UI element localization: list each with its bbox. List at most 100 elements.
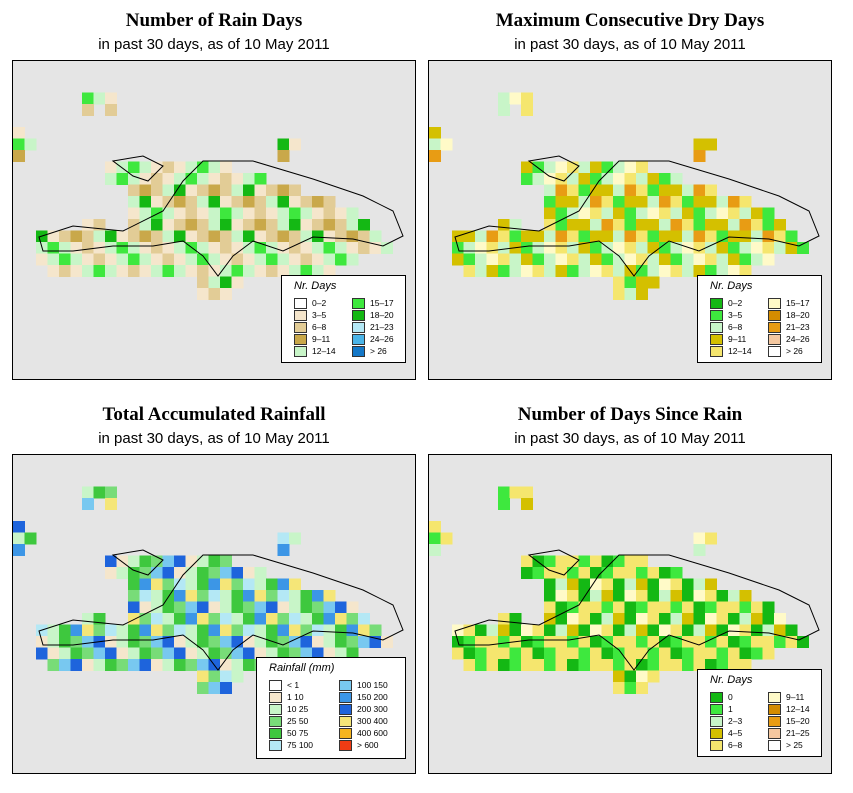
grid-cell: [82, 104, 94, 116]
legend-label: 25 50: [287, 716, 309, 726]
grid-cell: [59, 253, 71, 266]
grid-cell: [231, 173, 244, 185]
grid-cell: [555, 242, 568, 254]
grid-cell: [266, 230, 278, 243]
legend-swatch: [710, 322, 723, 333]
grid-cell: [463, 647, 476, 660]
grid-cell: [220, 659, 232, 671]
grid-cell: [728, 230, 740, 243]
grid-cell: [220, 555, 232, 568]
grid-cell: [636, 219, 648, 231]
grid-cell: [82, 230, 94, 243]
grid-cell: [208, 173, 221, 185]
grid-cell: [670, 230, 683, 243]
grid-cell: [197, 161, 209, 174]
grid-cell: [128, 578, 140, 591]
grid-cell: [162, 219, 175, 231]
grid-cell: [231, 647, 244, 660]
grid-cell: [59, 242, 71, 254]
grid-cell: [509, 92, 522, 105]
legend-label: 3–5: [728, 310, 743, 320]
grid-cell: [567, 647, 579, 660]
grid-cell: [208, 647, 221, 660]
grid-cell: [139, 265, 152, 277]
grid-cell: [647, 173, 660, 185]
grid-cell: [590, 265, 602, 277]
map-max-dry-days: Nr. Days 0–2 3–5 6–8 9–11 12–14 15–17 18–20 21–…: [428, 60, 832, 380]
grid-cell: [93, 253, 106, 266]
grid-cell: [509, 624, 522, 637]
grid-cell: [197, 265, 209, 277]
grid-cell: [613, 555, 625, 568]
grid-cell: [185, 624, 198, 637]
grid-cell: [590, 207, 602, 220]
grid-cell: [346, 624, 359, 637]
grid-cell: [266, 253, 278, 266]
legend-title: Rainfall (mm): [269, 662, 335, 674]
grid-cell: [323, 636, 336, 648]
grid-cell: [751, 624, 763, 637]
grid-cell: [601, 161, 614, 174]
grid-cell: [139, 567, 152, 579]
grid-cell: [521, 659, 533, 671]
grid-cell: [254, 624, 267, 637]
grid-cell: [277, 219, 290, 231]
grid-cell: [705, 184, 717, 197]
grid-cell: [544, 601, 556, 614]
grid-cell: [47, 659, 60, 671]
grid-cell: [613, 636, 625, 648]
grid-cell: [70, 647, 83, 660]
grid-cell: [659, 624, 671, 637]
grid-cell: [498, 104, 510, 116]
grid-cell: [728, 219, 740, 231]
grid-cell: [266, 578, 278, 591]
grid-cell: [254, 173, 267, 185]
grid-cell: [220, 288, 232, 300]
grid-cell: [139, 590, 152, 602]
grid-cell: [174, 590, 186, 602]
grid-cell: [289, 624, 301, 637]
grid-cell: [624, 288, 637, 300]
grid-cell: [162, 647, 175, 660]
grid-cell: [208, 601, 221, 614]
grid-cell: [139, 613, 152, 625]
grid-cell: [358, 219, 370, 231]
panel-subtitle: in past 30 days, as of 10 May 2011: [98, 36, 330, 53]
grid-cell: [312, 207, 324, 220]
legend-label: 12–14: [728, 346, 752, 356]
grid-cell: [289, 578, 301, 591]
grid-cell: [682, 636, 694, 648]
grid-cell: [601, 219, 614, 231]
grid-cell: [266, 184, 278, 197]
grid-cell: [185, 253, 198, 266]
grid-cell: [647, 219, 660, 231]
grid-cell: [578, 253, 591, 266]
grid-cell: [498, 242, 510, 254]
grid-cell: [716, 242, 729, 254]
grid-cell: [647, 590, 660, 602]
grid-cell: [739, 624, 752, 637]
grid-cell: [243, 613, 255, 625]
grid-cell: [739, 647, 752, 660]
grid-cell: [613, 161, 625, 174]
grid-cell: [578, 242, 591, 254]
grid-cell: [486, 624, 499, 637]
grid-cell: [185, 555, 198, 568]
grid-cell: [498, 265, 510, 277]
grid-cell: [659, 196, 671, 208]
grid-cell: [254, 647, 267, 660]
grid-cell: [323, 590, 336, 602]
grid-cell: [659, 253, 671, 266]
legend-label: > 26: [786, 346, 803, 356]
grid-cell: [670, 567, 683, 579]
grid-cell: [636, 659, 648, 671]
grid-cell: [346, 647, 359, 660]
grid-cell: [231, 207, 244, 220]
legend-label: 0–2: [728, 298, 743, 308]
grid-cell: [128, 555, 140, 568]
grid-cell: [636, 624, 648, 637]
legend-swatch: [710, 740, 723, 751]
grid-cell: [151, 647, 163, 660]
grid-cell: [567, 230, 579, 243]
grid-cell: [277, 184, 290, 197]
